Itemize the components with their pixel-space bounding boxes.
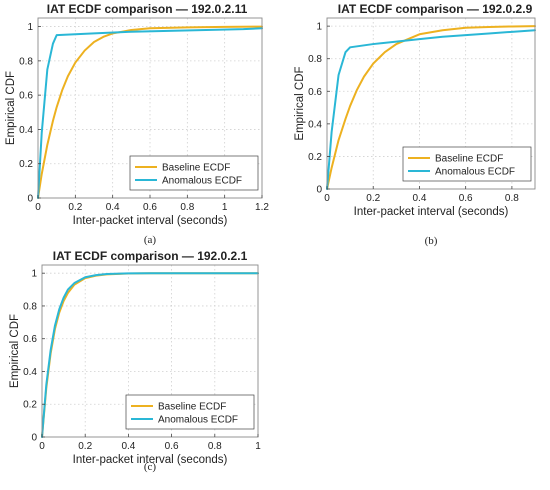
x-tick-label: 1 <box>222 202 228 213</box>
y-axis-label: Empirical CDF <box>294 66 306 140</box>
x-tick-label: 0.2 <box>68 202 82 213</box>
legend-label-baseline: Baseline ECDF <box>435 154 503 165</box>
y-tick-label: 0.2 <box>308 152 322 163</box>
x-tick-label: 1.2 <box>255 202 269 213</box>
legend-label-anomalous: Anomalous ECDF <box>435 167 515 178</box>
chart-panel-c: IAT ECDF comparison — 192.0.2.1 0 0.2 0.4 0.… <box>9 250 261 473</box>
chart-panel-a: IAT ECDF comparison — 192.0.2.11 0 0.2 0.4 0… <box>5 2 269 246</box>
legend-box <box>402 146 532 182</box>
legend-label-anomalous: Anomalous ECDF <box>158 415 238 426</box>
series-line-anomalous <box>41 272 259 438</box>
y-tick-label: 0.6 <box>19 91 33 102</box>
x-tick-label: 0.8 <box>208 441 222 452</box>
x-tick-label: 0.2 <box>366 193 380 204</box>
panel-caption: (c) <box>144 461 157 473</box>
x-tick-label: 0.6 <box>143 202 157 213</box>
y-tick-label: 1 <box>27 22 33 33</box>
y-tick-label: 0 <box>31 433 37 444</box>
y-tick-label: 1 <box>316 22 322 33</box>
x-tick-label: 0.6 <box>165 441 179 452</box>
chart-panel-b: IAT ECDF comparison — 192.0.2.9 0 0.2 0.4 0.… <box>294 2 536 247</box>
panel-caption: (b) <box>425 235 438 247</box>
y-tick-label: 0.2 <box>19 159 33 170</box>
legend-label-baseline: Baseline ECDF <box>162 163 230 174</box>
chart-title: IAT ECDF comparison — 192.0.2.9 <box>338 2 533 16</box>
y-tick-label: 0.6 <box>23 334 37 345</box>
y-axis-label: Empirical CDF <box>5 71 17 145</box>
plot-frame <box>326 17 536 190</box>
y-tick-label: 0.8 <box>19 56 33 67</box>
y-tick-label: 0.4 <box>308 119 322 130</box>
legend-box <box>125 394 255 430</box>
x-tick-label: 0 <box>324 193 330 204</box>
x-tick-label: 0.8 <box>505 193 519 204</box>
x-axis-label: Inter-packet interval (seconds) <box>354 206 509 218</box>
y-tick-label: 0.2 <box>23 400 37 411</box>
x-axis-label: Inter-packet interval (seconds) <box>73 215 228 227</box>
x-tick-label: 0.4 <box>106 202 120 213</box>
x-tick-label: 0.4 <box>121 441 135 452</box>
chart-title: IAT ECDF comparison — 192.0.2.11 <box>47 2 248 16</box>
y-tick-label: 0.8 <box>308 54 322 65</box>
y-tick-label: 0.4 <box>19 125 33 136</box>
y-tick-label: 0.6 <box>308 87 322 98</box>
series-line-baseline <box>326 25 536 190</box>
panel-caption: (a) <box>144 234 157 246</box>
series-line-anomalous <box>37 27 263 199</box>
x-tick-label: 1 <box>255 441 261 452</box>
x-tick-label: 0 <box>35 202 41 213</box>
plot-frame <box>41 264 259 438</box>
legend-label-anomalous: Anomalous ECDF <box>162 176 242 187</box>
legend-box <box>129 155 259 191</box>
x-tick-label: 0 <box>39 441 45 452</box>
series-line-anomalous <box>326 29 536 190</box>
series-line-baseline <box>37 25 263 199</box>
y-tick-label: 0 <box>316 185 322 196</box>
x-tick-label: 0.2 <box>78 441 92 452</box>
x-tick-label: 0.4 <box>412 193 426 204</box>
legend-label-baseline: Baseline ECDF <box>158 402 226 413</box>
chart-title: IAT ECDF comparison — 192.0.2.1 <box>53 250 248 263</box>
x-axis-label: Inter-packet interval (seconds) <box>73 454 228 466</box>
x-tick-label: 0.8 <box>180 202 194 213</box>
y-axis-label: Empirical CDF <box>9 314 21 388</box>
y-tick-label: 1 <box>31 269 37 280</box>
y-tick-label: 0 <box>27 194 33 205</box>
y-tick-label: 0.8 <box>23 301 37 312</box>
x-tick-label: 0.6 <box>459 193 473 204</box>
y-tick-label: 0.4 <box>23 367 37 378</box>
